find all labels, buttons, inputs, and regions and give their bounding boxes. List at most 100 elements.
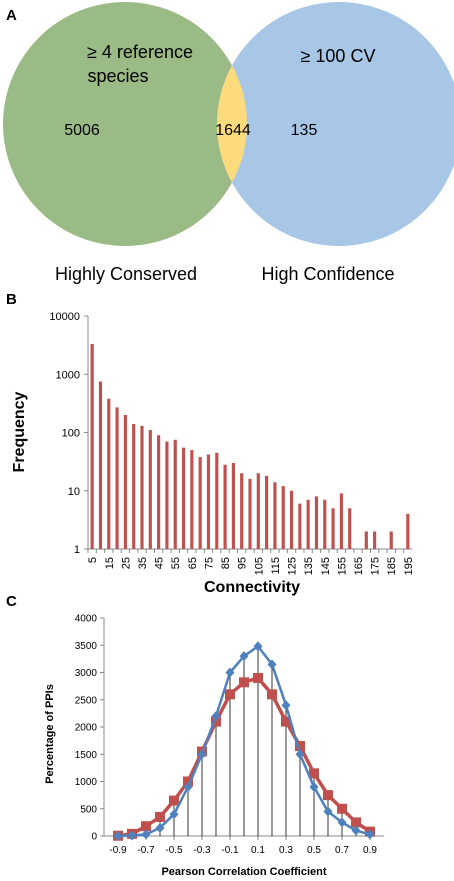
chart-c-x-tick-label: 0.5 <box>307 845 321 856</box>
chart-c-point <box>211 716 221 727</box>
chart-c-y-tick-label: 2000 <box>75 723 98 734</box>
chart-b-bar <box>115 407 119 549</box>
chart-c-point <box>225 667 235 678</box>
chart-c-x-tick-label: 0.1 <box>251 845 265 856</box>
venn-right-label: High Confidence <box>261 264 394 284</box>
chart-c-point <box>309 768 319 779</box>
chart-c-point <box>225 689 235 700</box>
correlation-line-chart: 0 500 1000 1500 2000 2500 3000 3500 4000 -0.9 -0.7… <box>75 614 384 856</box>
chart-b-bar <box>265 475 269 549</box>
chart-c-point <box>323 806 333 817</box>
chart-c-y-tick-label: 1500 <box>75 750 98 761</box>
chart-b-x-tick-label: 135 <box>303 557 315 575</box>
chart-b-bar <box>373 531 377 549</box>
chart-c-y-tick-label: 3000 <box>75 668 98 679</box>
chart-c-x-axis-label: Pearson Correlation Coefficient <box>161 866 326 878</box>
venn-left-criterion-line2: species <box>87 66 148 86</box>
chart-b-x-tick-label: 165 <box>353 557 365 575</box>
chart-c-point <box>281 700 291 711</box>
chart-c-point <box>267 659 277 670</box>
chart-c-x-tick-label: -0.7 <box>137 845 155 856</box>
panel-letter-a: A <box>6 7 17 24</box>
chart-b-bar <box>231 462 235 549</box>
chart-b-bar <box>364 531 368 549</box>
chart-b-bar <box>223 464 227 549</box>
chart-c-point <box>155 822 165 833</box>
chart-c-point <box>127 830 137 841</box>
chart-b-x-tick-label: 95 <box>237 557 249 569</box>
chart-c-point <box>295 741 305 752</box>
chart-b-bar <box>348 508 352 549</box>
chart-b-x-tick-label: 145 <box>320 557 332 575</box>
chart-c-point <box>337 803 347 814</box>
chart-b-bar <box>273 482 277 549</box>
chart-b-y-tick-label: 1 <box>74 544 80 556</box>
connectivity-histogram: 1 10 100 1000 10000 5 15 25 35 45 55 65 75 85 95 105 115… <box>49 311 414 575</box>
chart-c-x-tick-label: -0.9 <box>109 845 127 856</box>
chart-c-point <box>183 776 193 787</box>
chart-b-y-axis-label: Frequency <box>11 391 28 472</box>
chart-b-x-tick-label: 5 <box>87 557 99 563</box>
chart-c-point <box>309 781 319 792</box>
chart-c-point <box>351 825 361 836</box>
chart-c-point <box>155 811 165 822</box>
chart-b-bar <box>190 450 194 549</box>
chart-b-bar <box>181 447 186 549</box>
chart-b-x-tick-label: 15 <box>104 557 116 569</box>
chart-c-y-axis-label: Percentage of PPIs <box>44 684 56 784</box>
chart-c-point <box>323 790 333 801</box>
venn-right-criterion: ≥ 100 CV <box>301 46 376 66</box>
chart-c-point <box>281 716 291 727</box>
chart-b-bar <box>306 499 310 549</box>
chart-c-point <box>239 677 249 688</box>
chart-b-bar <box>90 344 94 549</box>
chart-b-bar <box>206 454 211 549</box>
chart-c-point <box>113 831 123 841</box>
chart-c-point <box>169 795 179 806</box>
chart-b-x-tick-label: 35 <box>137 557 149 569</box>
chart-c-x-tick-label: 0.9 <box>363 845 377 856</box>
chart-b-bar <box>289 490 294 549</box>
venn-overlap-count: 1644 <box>215 122 251 139</box>
chart-b-bar <box>132 423 136 549</box>
chart-b-x-tick-label: 105 <box>253 557 265 575</box>
chart-b-bar <box>173 439 177 549</box>
chart-b-x-axis-label: Connectivity <box>204 579 300 596</box>
chart-c-point <box>239 651 249 662</box>
chart-b-bar <box>248 478 252 549</box>
chart-c-point <box>141 821 151 832</box>
chart-b-bar <box>123 414 127 549</box>
venn-left-criterion-line1: ≥ 4 reference <box>87 42 193 62</box>
chart-b-bar <box>140 425 144 549</box>
venn-circle-high-confidence <box>217 2 454 246</box>
chart-b-bar <box>157 435 161 549</box>
chart-c-point <box>253 641 263 652</box>
venn-diagram: ≥ 4 reference species 5006 1644 ≥ 100 CV… <box>3 2 454 284</box>
chart-c-point <box>211 711 221 722</box>
venn-circle-highly-conserved <box>3 2 247 246</box>
chart-b-bar <box>240 473 244 549</box>
chart-b-bar <box>339 493 343 549</box>
chart-c-y-tick-label: 4000 <box>75 614 98 625</box>
chart-c-x-tick-label: -0.5 <box>165 845 183 856</box>
chart-b-bar <box>331 508 335 549</box>
chart-b-bar <box>256 473 260 549</box>
chart-c-point <box>197 749 207 760</box>
chart-b-x-tick-label: 45 <box>154 557 166 569</box>
chart-b-y-tick-label: 1000 <box>56 369 80 381</box>
chart-b-bar <box>314 496 319 549</box>
chart-b-bar <box>148 430 152 549</box>
chart-b-x-tick-label: 25 <box>120 557 132 569</box>
chart-b-bar <box>165 441 169 549</box>
chart-b-bar <box>281 486 285 549</box>
chart-b-bar <box>406 513 410 549</box>
venn-left-count: 5006 <box>64 122 100 139</box>
chart-b-x-tick-label: 175 <box>370 557 382 575</box>
chart-b-x-tick-label: 195 <box>403 557 415 575</box>
chart-c-y-tick-label: 1000 <box>75 777 98 788</box>
chart-b-bar <box>389 531 393 549</box>
chart-b-bar <box>198 456 202 549</box>
chart-b-x-tick-label: 65 <box>187 557 199 569</box>
chart-c-y-tick-label: 500 <box>80 804 97 815</box>
